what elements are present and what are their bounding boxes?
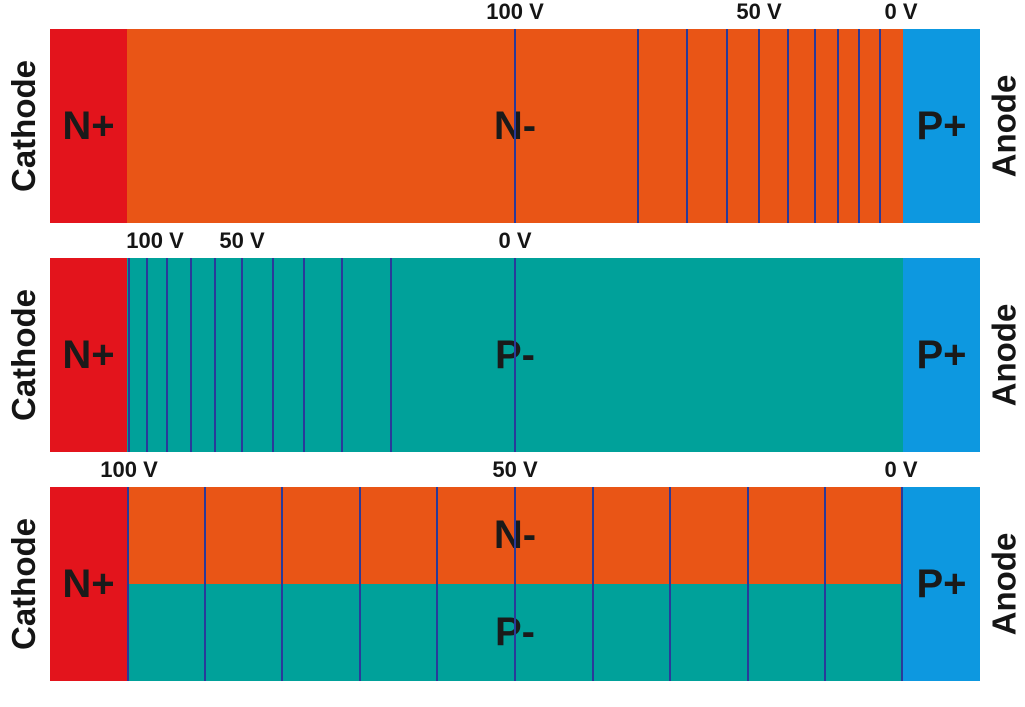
cathode-label: Cathode <box>2 487 46 681</box>
equipotential-line <box>726 29 728 223</box>
equipotential-line <box>341 258 343 452</box>
equipotential-line <box>814 29 816 223</box>
equipotential-line <box>879 29 881 223</box>
cathode-label: Cathode <box>2 29 46 223</box>
equipotential-line <box>204 487 206 681</box>
equipotential-line <box>146 258 148 452</box>
equipotential-line <box>166 258 168 452</box>
equipotential-line <box>747 487 749 681</box>
p-plus-region: P+ <box>903 487 980 681</box>
cathode-label: Cathode <box>2 258 46 452</box>
cathode-label-text: Cathode <box>5 289 42 421</box>
drift-region: P- <box>127 258 903 452</box>
voltage-label: 0 V <box>884 457 918 482</box>
n-plus-region: N+ <box>50 258 127 452</box>
cathode-label-text: Cathode <box>5 518 42 650</box>
voltage-label: 100 V <box>486 0 544 24</box>
cathode-label-text: Cathode <box>5 60 42 192</box>
p-plus-region: P+ <box>903 258 980 452</box>
drift-panel-superjunction: Cathode N+ N- P- P+ Anode 100 V 50 V 0 V <box>0 457 1025 707</box>
equipotential-line <box>592 487 594 681</box>
anode-label-text: Anode <box>985 532 1023 636</box>
voltage-label: 0 V <box>498 228 532 253</box>
drift-panel-n-minus: Cathode N+ N- P+ Anode 100 V 50 V 0 V <box>0 0 1025 249</box>
equipotential-line <box>190 258 192 452</box>
equipotential-line <box>281 487 283 681</box>
equipotential-line <box>686 29 688 223</box>
equipotential-line <box>901 487 903 681</box>
equipotential-line <box>824 487 826 681</box>
equipotential-line <box>514 29 516 223</box>
anode-label: Anode <box>982 487 1025 681</box>
equipotential-line <box>669 487 671 681</box>
equipotential-line <box>787 29 789 223</box>
equipotential-line <box>758 29 760 223</box>
drift-region: N- <box>127 29 903 223</box>
equipotential-line <box>514 258 516 452</box>
n-plus-region: N+ <box>50 487 127 681</box>
voltage-label: 50 V <box>492 457 538 482</box>
voltage-label: 50 V <box>736 0 782 24</box>
drift-region: N- P- <box>127 487 903 681</box>
anode-label: Anode <box>982 258 1025 452</box>
equipotential-line <box>858 29 860 223</box>
equipotential-line <box>837 29 839 223</box>
equipotential-line <box>436 487 438 681</box>
equipotential-line <box>214 258 216 452</box>
equipotential-line <box>303 258 305 452</box>
equipotential-line <box>514 487 516 681</box>
equipotential-line <box>127 487 129 681</box>
n-plus-region: N+ <box>50 29 127 223</box>
equipotential-line <box>359 487 361 681</box>
voltage-label: 0 V <box>884 0 918 24</box>
equipotential-line <box>390 258 392 452</box>
drift-panel-p-minus: Cathode N+ P- P+ Anode 100 V 50 V 0 V <box>0 228 1025 478</box>
equipotential-line <box>272 258 274 452</box>
anode-label: Anode <box>982 29 1025 223</box>
equipotential-line <box>637 29 639 223</box>
anode-label-text: Anode <box>985 74 1023 178</box>
p-plus-region: P+ <box>903 29 980 223</box>
equipotential-line <box>241 258 243 452</box>
voltage-label: 50 V <box>219 228 265 253</box>
voltage-label: 100 V <box>126 228 184 253</box>
equipotential-line <box>128 258 130 452</box>
anode-label-text: Anode <box>985 303 1023 407</box>
voltage-label: 100 V <box>100 457 158 482</box>
